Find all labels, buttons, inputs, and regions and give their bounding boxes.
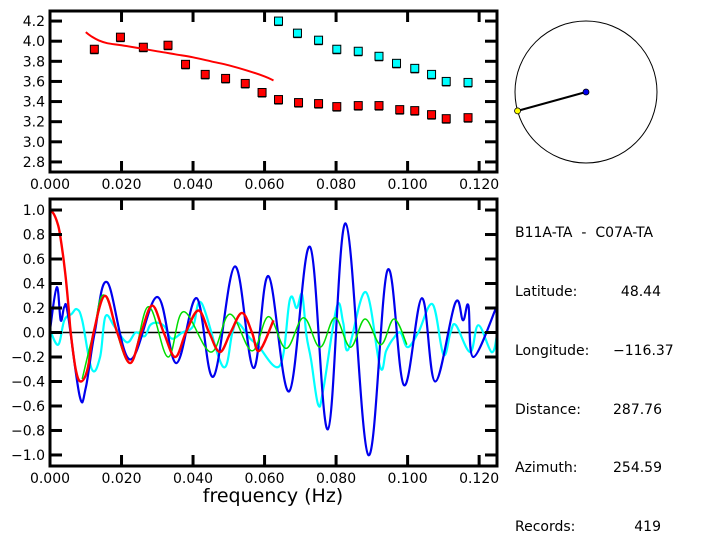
- x-tick-label: 0.040: [173, 471, 213, 487]
- y-tick-label: −0.6: [11, 399, 45, 415]
- info-value: 254.59: [613, 460, 662, 477]
- x-tick-label: 0.080: [316, 177, 356, 193]
- station-info-panel: B11A-TA - C07A-TA Latitude: 48.44 Longitu…: [515, 185, 674, 557]
- y-tick-label: 0.6: [23, 252, 45, 268]
- red-points-marker: [163, 40, 173, 50]
- station-marker-yellow: [514, 107, 521, 115]
- info-row-azimuth: Azimuth: 254.59: [515, 459, 662, 479]
- info-label: Longitude:: [515, 342, 590, 359]
- x-tick-label: 0.020: [101, 177, 141, 193]
- y-tick-label: 1.0: [23, 203, 45, 219]
- x-tick-label: 0.060: [245, 471, 285, 487]
- station-path-line: [517, 91, 587, 112]
- station-pair-title: B11A-TA - C07A-TA: [515, 225, 654, 242]
- correlation-figure: 0.000 0.020 0.040 0.060 0.080 0.100 0.120 2.8 3.…: [11, 9, 658, 507]
- red-series-line: [50, 209, 275, 383]
- cyan-points-marker: [427, 69, 437, 79]
- cross-correlation-plot: 0.000 0.020 0.040 0.060 0.080 0.100 0.120 1.0 0.…: [11, 197, 499, 487]
- y-tick-label: −0.4: [11, 374, 45, 390]
- red-points-marker: [314, 99, 324, 109]
- info-row-records: Records: 419: [515, 518, 661, 538]
- red-points-marker: [410, 106, 420, 116]
- x-tick-label: 0.080: [316, 471, 356, 487]
- red-points-marker: [221, 73, 231, 83]
- info-value: 48.44: [620, 283, 661, 300]
- y-tick-label: 2.8: [23, 155, 45, 171]
- cyan-points-marker: [353, 46, 363, 56]
- x-tick-label: 0.000: [30, 177, 70, 193]
- y-tick-label: 0.4: [23, 277, 45, 293]
- x-tick-label: 0.040: [173, 177, 213, 193]
- y-tick-label: 3.6: [23, 74, 45, 90]
- info-row-latitude: Latitude: 48.44: [515, 283, 661, 303]
- red-points-marker: [441, 114, 451, 124]
- info-row-longitude: Longitude: −116.37: [515, 342, 674, 362]
- red-points-marker: [200, 69, 210, 79]
- red-points-marker: [115, 32, 125, 42]
- red-points-marker: [240, 78, 250, 88]
- info-label: Azimuth:: [515, 460, 578, 477]
- cyan-points-marker: [463, 77, 473, 87]
- red-points-marker: [294, 98, 304, 108]
- y-tick-label: 3.4: [23, 95, 45, 111]
- y-tick-label: −0.8: [11, 423, 45, 439]
- y-tick-label: 4.2: [23, 14, 45, 30]
- cyan-points-marker: [274, 16, 284, 26]
- y-tick-label: 4.0: [23, 34, 45, 50]
- red-points-marker: [257, 88, 267, 98]
- azimuth-map: [514, 20, 658, 164]
- info-label: Distance:: [515, 401, 581, 418]
- y-tick-label: 3.0: [23, 135, 45, 151]
- info-label: Latitude:: [515, 283, 578, 300]
- cyan-points-marker: [410, 63, 420, 73]
- x-tick-label: 0.060: [245, 177, 285, 193]
- y-tick-label: −1.0: [11, 448, 45, 464]
- red-points-marker: [353, 101, 363, 111]
- x-tick-label: 0.020: [101, 471, 141, 487]
- blue-series-line: [50, 222, 497, 457]
- cyan-points-marker: [292, 28, 302, 38]
- station-marker-blue: [582, 88, 590, 96]
- x-tick-label: 0.120: [459, 177, 499, 193]
- x-axis-title: frequency (Hz): [203, 485, 343, 507]
- series-layer: [85, 16, 473, 124]
- info-row-distance: Distance: 287.76: [515, 401, 662, 421]
- y-tick-label: 0.8: [23, 228, 45, 244]
- red-points-marker: [332, 102, 342, 112]
- y-tick-label: 0.0: [23, 326, 45, 342]
- series-layer: [50, 209, 497, 457]
- map-circle: [514, 20, 658, 164]
- cyan-points-marker: [441, 76, 451, 86]
- y-tick-label: 3.8: [23, 54, 45, 70]
- cyan-points-marker: [374, 51, 384, 61]
- cyan-points-marker: [314, 35, 324, 45]
- red-points-marker: [463, 113, 473, 123]
- red-curve-series-line: [85, 31, 274, 82]
- red-points-marker: [89, 44, 99, 54]
- cyan-points-marker: [392, 58, 402, 68]
- y-tick-label: −0.2: [11, 350, 45, 366]
- x-tick-label: 0.120: [459, 471, 499, 487]
- red-points-marker: [427, 110, 437, 120]
- red-points-marker: [274, 95, 284, 105]
- velocity-dispersion-plot: 0.000 0.020 0.040 0.060 0.080 0.100 0.120 2.8 3.…: [23, 9, 499, 193]
- x-tick-label: 0.100: [388, 177, 428, 193]
- plot-frame: [48, 9, 499, 174]
- y-tick-label: 3.2: [23, 115, 45, 131]
- red-points-marker: [181, 59, 191, 69]
- info-value: −116.37: [613, 342, 674, 359]
- red-points-marker: [374, 101, 384, 111]
- cyan-points-marker: [332, 44, 342, 54]
- x-tick-label: 0.100: [388, 471, 428, 487]
- info-label: Records:: [515, 519, 576, 536]
- info-value: 287.76: [613, 401, 662, 418]
- info-value: 419: [634, 519, 661, 536]
- x-tick-label: 0.000: [30, 471, 70, 487]
- red-points-marker: [395, 105, 405, 115]
- y-tick-label: 0.2: [23, 301, 45, 317]
